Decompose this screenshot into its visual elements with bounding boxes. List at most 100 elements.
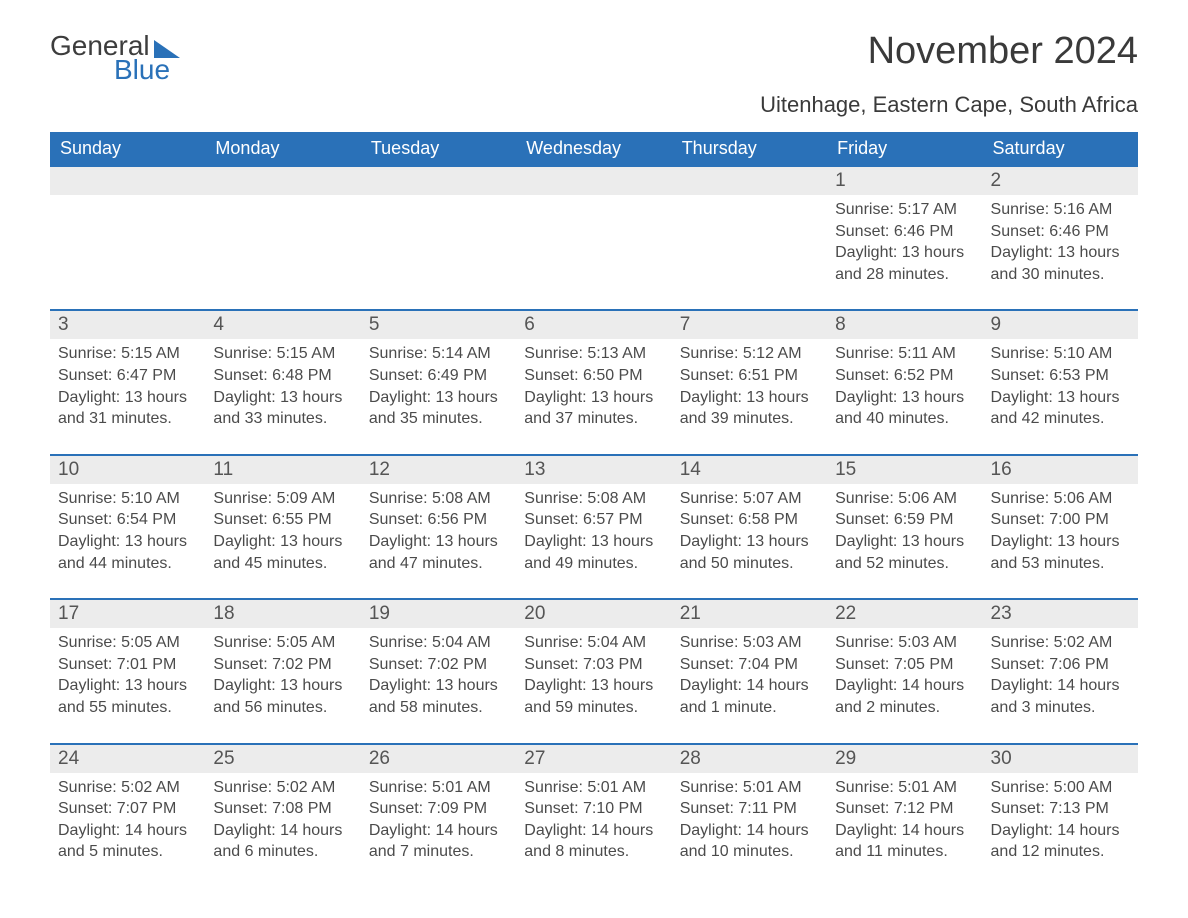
day-number <box>50 166 205 195</box>
sunrise-text: Sunrise: 5:02 AM <box>213 777 352 799</box>
day-header: Thursday <box>672 132 827 166</box>
day-number: 10 <box>50 455 205 484</box>
day-cell: Sunrise: 5:03 AMSunset: 7:04 PMDaylight:… <box>672 628 827 743</box>
sunrise-text: Sunrise: 5:10 AM <box>58 488 197 510</box>
sunset-text: Sunset: 7:09 PM <box>369 798 508 820</box>
sunrise-text: Sunrise: 5:02 AM <box>991 632 1130 654</box>
sunset-text: Sunset: 6:52 PM <box>835 365 974 387</box>
day-cell: Sunrise: 5:08 AMSunset: 6:57 PMDaylight:… <box>516 484 671 599</box>
page-title: November 2024 <box>868 30 1138 73</box>
day-number: 12 <box>361 455 516 484</box>
daylight-text: Daylight: 13 hours and 56 minutes. <box>213 675 352 718</box>
sunrise-text: Sunrise: 5:11 AM <box>835 343 974 365</box>
sunrise-text: Sunrise: 5:08 AM <box>369 488 508 510</box>
sunset-text: Sunset: 6:59 PM <box>835 509 974 531</box>
daylight-text: Daylight: 14 hours and 7 minutes. <box>369 820 508 863</box>
sunrise-text: Sunrise: 5:03 AM <box>835 632 974 654</box>
day-number <box>516 166 671 195</box>
sunrise-text: Sunrise: 5:05 AM <box>58 632 197 654</box>
day-cell: Sunrise: 5:05 AMSunset: 7:02 PMDaylight:… <box>205 628 360 743</box>
logo: General Blue <box>50 30 180 86</box>
daylight-text: Daylight: 13 hours and 44 minutes. <box>58 531 197 574</box>
day-number: 8 <box>827 310 982 339</box>
week-number-row: 12 <box>50 166 1138 195</box>
daylight-text: Daylight: 13 hours and 59 minutes. <box>524 675 663 718</box>
day-cell: Sunrise: 5:03 AMSunset: 7:05 PMDaylight:… <box>827 628 982 743</box>
day-cell: Sunrise: 5:14 AMSunset: 6:49 PMDaylight:… <box>361 339 516 454</box>
sunset-text: Sunset: 6:46 PM <box>835 221 974 243</box>
daylight-text: Daylight: 13 hours and 47 minutes. <box>369 531 508 574</box>
day-cell: Sunrise: 5:11 AMSunset: 6:52 PMDaylight:… <box>827 339 982 454</box>
day-number: 21 <box>672 599 827 628</box>
sunrise-text: Sunrise: 5:04 AM <box>369 632 508 654</box>
day-number: 23 <box>983 599 1138 628</box>
daylight-text: Daylight: 13 hours and 45 minutes. <box>213 531 352 574</box>
daylight-text: Daylight: 13 hours and 50 minutes. <box>680 531 819 574</box>
calendar-table: SundayMondayTuesdayWednesdayThursdayFrid… <box>50 132 1138 887</box>
day-number: 11 <box>205 455 360 484</box>
daylight-text: Daylight: 13 hours and 55 minutes. <box>58 675 197 718</box>
day-cell: Sunrise: 5:17 AMSunset: 6:46 PMDaylight:… <box>827 195 982 310</box>
day-number: 13 <box>516 455 671 484</box>
day-number <box>361 166 516 195</box>
day-cell: Sunrise: 5:06 AMSunset: 7:00 PMDaylight:… <box>983 484 1138 599</box>
sunset-text: Sunset: 7:13 PM <box>991 798 1130 820</box>
sunrise-text: Sunrise: 5:15 AM <box>213 343 352 365</box>
day-number: 26 <box>361 744 516 773</box>
day-cell: Sunrise: 5:01 AMSunset: 7:12 PMDaylight:… <box>827 773 982 887</box>
day-number: 30 <box>983 744 1138 773</box>
sunset-text: Sunset: 7:07 PM <box>58 798 197 820</box>
logo-text-blue: Blue <box>114 54 170 86</box>
day-cell <box>672 195 827 310</box>
sunrise-text: Sunrise: 5:03 AM <box>680 632 819 654</box>
day-cell: Sunrise: 5:04 AMSunset: 7:03 PMDaylight:… <box>516 628 671 743</box>
sunrise-text: Sunrise: 5:06 AM <box>835 488 974 510</box>
day-number: 1 <box>827 166 982 195</box>
day-number: 28 <box>672 744 827 773</box>
day-cell: Sunrise: 5:10 AMSunset: 6:53 PMDaylight:… <box>983 339 1138 454</box>
daylight-text: Daylight: 14 hours and 12 minutes. <box>991 820 1130 863</box>
sunset-text: Sunset: 7:08 PM <box>213 798 352 820</box>
sunset-text: Sunset: 6:53 PM <box>991 365 1130 387</box>
sunrise-text: Sunrise: 5:01 AM <box>835 777 974 799</box>
daylight-text: Daylight: 14 hours and 6 minutes. <box>213 820 352 863</box>
week-number-row: 17181920212223 <box>50 599 1138 628</box>
day-cell: Sunrise: 5:01 AMSunset: 7:09 PMDaylight:… <box>361 773 516 887</box>
daylight-text: Daylight: 14 hours and 11 minutes. <box>835 820 974 863</box>
day-number: 27 <box>516 744 671 773</box>
daylight-text: Daylight: 13 hours and 35 minutes. <box>369 387 508 430</box>
day-cell: Sunrise: 5:02 AMSunset: 7:08 PMDaylight:… <box>205 773 360 887</box>
daylight-text: Daylight: 14 hours and 3 minutes. <box>991 675 1130 718</box>
day-header: Friday <box>827 132 982 166</box>
sunrise-text: Sunrise: 5:15 AM <box>58 343 197 365</box>
sunset-text: Sunset: 6:58 PM <box>680 509 819 531</box>
day-cell: Sunrise: 5:13 AMSunset: 6:50 PMDaylight:… <box>516 339 671 454</box>
day-cell: Sunrise: 5:08 AMSunset: 6:56 PMDaylight:… <box>361 484 516 599</box>
daylight-text: Daylight: 14 hours and 8 minutes. <box>524 820 663 863</box>
week-number-row: 3456789 <box>50 310 1138 339</box>
sunset-text: Sunset: 6:51 PM <box>680 365 819 387</box>
sunset-text: Sunset: 7:02 PM <box>213 654 352 676</box>
day-header: Monday <box>205 132 360 166</box>
day-cell <box>50 195 205 310</box>
day-header: Wednesday <box>516 132 671 166</box>
sunset-text: Sunset: 7:04 PM <box>680 654 819 676</box>
daylight-text: Daylight: 13 hours and 30 minutes. <box>991 242 1130 285</box>
sunset-text: Sunset: 6:47 PM <box>58 365 197 387</box>
day-number: 2 <box>983 166 1138 195</box>
day-cell: Sunrise: 5:04 AMSunset: 7:02 PMDaylight:… <box>361 628 516 743</box>
sunset-text: Sunset: 6:54 PM <box>58 509 197 531</box>
sunset-text: Sunset: 7:01 PM <box>58 654 197 676</box>
day-number: 14 <box>672 455 827 484</box>
day-number: 17 <box>50 599 205 628</box>
sunset-text: Sunset: 6:46 PM <box>991 221 1130 243</box>
daylight-text: Daylight: 13 hours and 52 minutes. <box>835 531 974 574</box>
sunset-text: Sunset: 7:12 PM <box>835 798 974 820</box>
daylight-text: Daylight: 13 hours and 49 minutes. <box>524 531 663 574</box>
day-cell <box>205 195 360 310</box>
daylight-text: Daylight: 13 hours and 53 minutes. <box>991 531 1130 574</box>
day-number: 20 <box>516 599 671 628</box>
day-cell: Sunrise: 5:07 AMSunset: 6:58 PMDaylight:… <box>672 484 827 599</box>
daylight-text: Daylight: 13 hours and 28 minutes. <box>835 242 974 285</box>
daylight-text: Daylight: 14 hours and 5 minutes. <box>58 820 197 863</box>
